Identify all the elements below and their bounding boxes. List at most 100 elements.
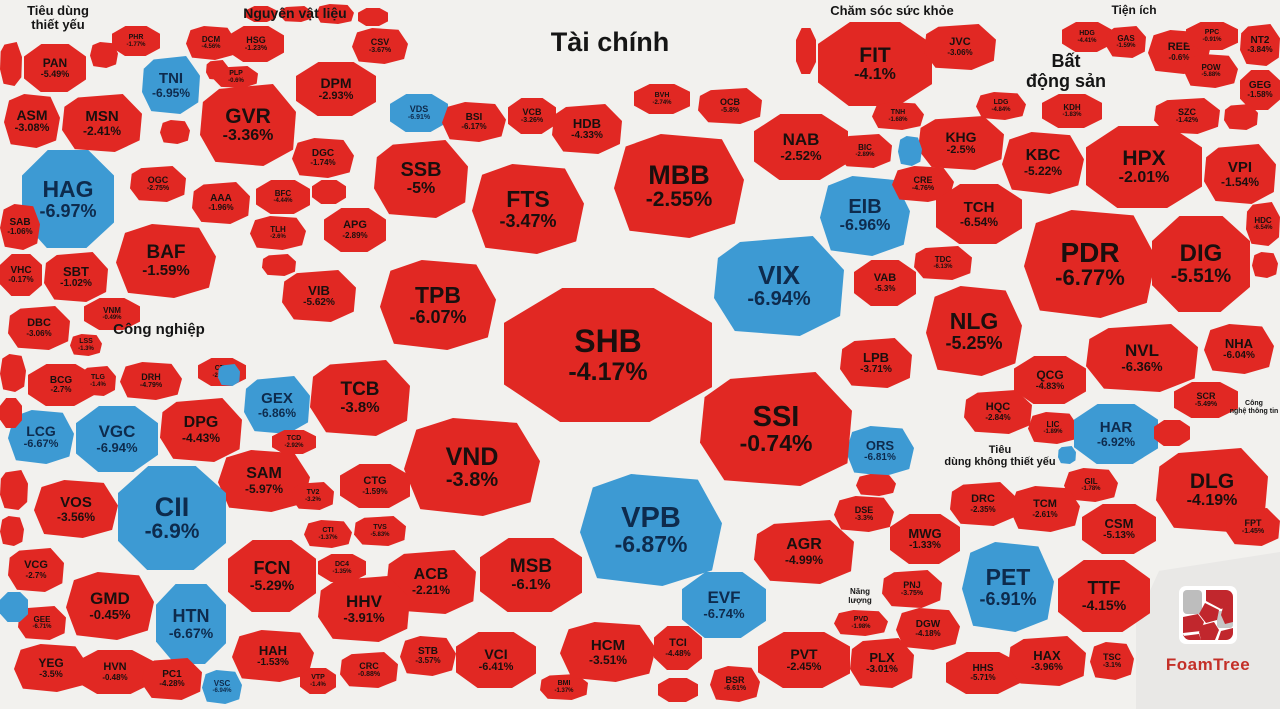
treemap-cell-VTP[interactable]: VTP -1.4%	[300, 668, 336, 694]
treemap-cell-HDB[interactable]: HDB -4.33%	[552, 104, 622, 154]
treemap-cell-TNH[interactable]: TNH -1.68%	[872, 102, 924, 130]
treemap-cell-TNI[interactable]: TNI -6.95%	[142, 56, 200, 114]
treemap-cell-GEX[interactable]: GEX -6.86%	[244, 376, 310, 434]
treemap-cell-PDR[interactable]: PDR -6.77%	[1024, 210, 1156, 318]
treemap-cell-ASM[interactable]: ASM -3.08%	[4, 94, 60, 148]
treemap-cell-VPB[interactable]: VPB -6.87%	[580, 474, 722, 586]
treemap-cell-TTF[interactable]: TTF -4.15%	[1058, 560, 1150, 632]
treemap-cell-PHR[interactable]: PHR -1.77%	[112, 26, 160, 56]
treemap-cell-SSI[interactable]: SSI -0.74%	[700, 372, 852, 486]
treemap-cell-OGC[interactable]: OGC -2.75%	[130, 166, 186, 202]
treemap-cell-HAX[interactable]: HAX -3.96%	[1008, 636, 1086, 686]
treemap-cell-PPC[interactable]: PPC -0.91%	[1186, 22, 1238, 50]
treemap-cell-unlabeled[interactable]	[658, 678, 698, 702]
treemap-cell-JVC[interactable]: JVC -3.06%	[924, 24, 996, 70]
treemap-cell-HHV[interactable]: HHV -3.91%	[318, 576, 410, 642]
treemap-cell-DSE[interactable]: DSE -3.3%	[834, 496, 894, 532]
treemap-cell-SBT[interactable]: SBT -1.02%	[44, 252, 108, 302]
treemap-cell-unlabeled[interactable]	[856, 474, 896, 496]
treemap-cell-BIC[interactable]: BIC -2.89%	[838, 134, 892, 168]
treemap-cell-AGR[interactable]: AGR -4.99%	[754, 520, 854, 584]
treemap-cell-DRC[interactable]: DRC -2.35%	[950, 482, 1016, 526]
treemap-cell-MBB[interactable]: MBB -2.55%	[614, 134, 744, 238]
treemap-cell-DCM[interactable]: DCM -4.56%	[186, 26, 236, 60]
treemap-cell-unlabeled[interactable]	[1224, 104, 1258, 130]
treemap-cell-HAH[interactable]: HAH -1.53%	[232, 630, 314, 682]
treemap-cell-unlabeled[interactable]	[0, 470, 28, 510]
treemap-cell-unlabeled[interactable]	[312, 180, 346, 204]
treemap-cell-TCH[interactable]: TCH -6.54%	[936, 184, 1022, 244]
treemap-cell-CII[interactable]: CII -6.9%	[118, 466, 226, 570]
treemap-cell-unlabeled[interactable]	[218, 364, 240, 386]
treemap-cell-SZC[interactable]: SZC -1.42%	[1154, 98, 1220, 134]
treemap-cell-TPB[interactable]: TPB -6.07%	[380, 260, 496, 350]
treemap-cell-TCD[interactable]: TCD -2.92%	[272, 430, 316, 454]
treemap-cell-LDG[interactable]: LDG -4.84%	[976, 92, 1026, 120]
treemap-cell-DIG[interactable]: DIG -5.51%	[1152, 216, 1250, 312]
treemap-cell-TCM[interactable]: TCM -2.61%	[1010, 486, 1080, 532]
treemap-cell-VSC[interactable]: VSC -6.94%	[202, 670, 242, 704]
treemap-cell-LSS[interactable]: LSS -1.3%	[70, 334, 102, 356]
treemap-cell-VOS[interactable]: VOS -3.56%	[34, 480, 118, 538]
treemap-cell-VPI[interactable]: VPI -1.54%	[1204, 144, 1276, 204]
treemap-cell-CTG[interactable]: CTG -1.59%	[340, 464, 410, 508]
treemap-cell-VIX[interactable]: VIX -6.94%	[714, 236, 844, 336]
treemap-cell-GMD[interactable]: GMD -0.45%	[66, 572, 154, 640]
treemap-cell-unlabeled[interactable]	[0, 592, 28, 622]
treemap-cell-unlabeled[interactable]	[0, 398, 22, 428]
treemap-cell-DPM[interactable]: DPM -2.93%	[296, 62, 376, 116]
treemap-cell-SCR[interactable]: SCR -5.49%	[1174, 382, 1238, 418]
treemap-cell-VND[interactable]: VND -3.8%	[404, 418, 540, 516]
treemap-cell-PAN[interactable]: PAN -5.49%	[24, 44, 86, 92]
treemap-cell-TVS[interactable]: TVS -5.83%	[354, 516, 406, 546]
treemap-cell-PLX[interactable]: PLX -3.01%	[850, 638, 914, 688]
treemap-cell-HAR[interactable]: HAR -6.92%	[1074, 404, 1158, 464]
treemap-cell-PVT[interactable]: PVT -2.45%	[758, 632, 850, 688]
treemap-cell-GVR[interactable]: GVR -3.36%	[200, 84, 296, 166]
treemap-cell-unlabeled[interactable]	[246, 6, 276, 22]
treemap-cell-DBC[interactable]: DBC -3.06%	[8, 306, 70, 350]
treemap-cell-FPT[interactable]: FPT -1.45%	[1226, 508, 1280, 546]
treemap-cell-unlabeled[interactable]	[358, 8, 388, 26]
treemap-cell-VCG[interactable]: VCG -2.7%	[8, 548, 64, 592]
treemap-cell-BSR[interactable]: BSR -6.61%	[710, 666, 760, 702]
treemap-cell-CRC[interactable]: CRC -0.88%	[340, 652, 398, 688]
treemap-cell-unlabeled[interactable]	[280, 6, 312, 22]
treemap-cell-MWG[interactable]: MWG -1.33%	[890, 514, 960, 564]
treemap-cell-TCB[interactable]: TCB -3.8%	[310, 360, 410, 436]
treemap-cell-unlabeled[interactable]	[1252, 252, 1278, 278]
treemap-cell-CTI[interactable]: CTI -1.37%	[304, 520, 352, 548]
treemap-cell-QCG[interactable]: QCG -4.83%	[1014, 356, 1086, 404]
treemap-cell-TSC[interactable]: TSC -3.1%	[1090, 642, 1134, 680]
treemap-cell-KHG[interactable]: KHG -2.5%	[918, 116, 1004, 170]
treemap-cell-VNM[interactable]: VNM -0.49%	[84, 298, 140, 330]
treemap-cell-POW[interactable]: POW -5.88%	[1184, 54, 1238, 88]
treemap-cell-unlabeled[interactable]	[0, 516, 24, 546]
treemap-cell-BFC[interactable]: BFC -4.44%	[256, 180, 310, 214]
treemap-cell-LIC[interactable]: LIC -1.89%	[1028, 412, 1078, 444]
treemap-cell-HQC[interactable]: HQC -2.84%	[964, 390, 1032, 434]
treemap-cell-NVL[interactable]: NVL -6.36%	[1086, 324, 1198, 392]
treemap-cell-unlabeled[interactable]	[206, 60, 228, 80]
treemap-cell-FCN[interactable]: FCN -5.29%	[228, 540, 316, 612]
treemap-cell-OCB[interactable]: OCB -5.8%	[698, 88, 762, 124]
treemap-cell-VGC[interactable]: VGC -6.94%	[76, 406, 158, 472]
treemap-cell-GAS[interactable]: GAS -1.59%	[1106, 26, 1146, 58]
treemap-cell-DPG[interactable]: DPG -4.43%	[160, 398, 242, 462]
treemap-cell-CSV[interactable]: CSV -3.67%	[352, 28, 408, 64]
treemap-cell-NHA[interactable]: NHA -6.04%	[1204, 324, 1274, 374]
treemap-cell-HSG[interactable]: HSG -1.23%	[228, 26, 284, 62]
treemap-cell-TDC[interactable]: TDC -6.13%	[914, 246, 972, 280]
treemap-cell-NAB[interactable]: NAB -2.52%	[754, 114, 848, 180]
treemap-cell-STB[interactable]: STB -3.57%	[400, 636, 456, 676]
treemap-cell-unlabeled[interactable]	[796, 28, 816, 74]
treemap-cell-DC4[interactable]: DC4 -1.35%	[318, 554, 366, 582]
treemap-cell-SSB[interactable]: SSB -5%	[374, 140, 468, 218]
treemap-cell-DRH[interactable]: DRH -4.79%	[120, 362, 182, 400]
treemap-cell-EVF[interactable]: EVF -6.74%	[682, 572, 766, 638]
treemap-cell-MSN[interactable]: MSN -2.41%	[62, 94, 142, 152]
treemap-cell-ORS[interactable]: ORS -6.81%	[846, 426, 914, 476]
treemap-cell-NLG[interactable]: NLG -5.25%	[926, 286, 1022, 376]
treemap-cell-unlabeled[interactable]	[160, 120, 190, 144]
treemap-cell-VCI[interactable]: VCI -6.41%	[456, 632, 536, 688]
